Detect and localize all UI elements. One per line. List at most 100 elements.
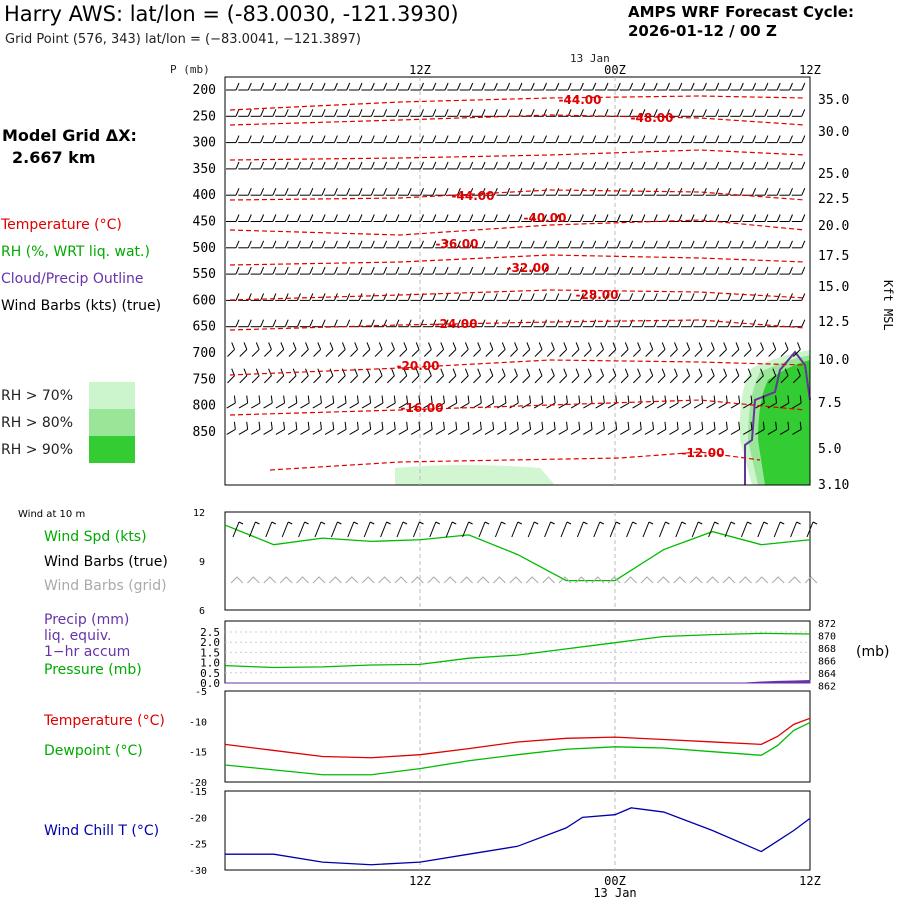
wind-barb bbox=[559, 368, 568, 384]
wind-barb bbox=[521, 135, 535, 144]
wind-barb-flag bbox=[444, 293, 449, 301]
wind-tick-label: 9 bbox=[199, 557, 205, 568]
wind-barb-shaft bbox=[596, 375, 604, 384]
label-wind-speed: Wind Spd (kts) bbox=[44, 529, 147, 545]
wind-barb-flag bbox=[776, 161, 781, 170]
wind-barb-shaft bbox=[473, 375, 481, 384]
wind-barb-grid bbox=[279, 576, 293, 584]
wind-barb bbox=[398, 109, 412, 117]
wind-barb-flag bbox=[420, 82, 424, 91]
wind-barb-flag bbox=[346, 240, 351, 248]
wind-barb-flag bbox=[641, 266, 646, 275]
wind-barb bbox=[324, 240, 338, 249]
label-barbs-true: Wind Barbs (true) bbox=[44, 554, 168, 570]
wind-barb bbox=[644, 161, 658, 170]
wind-barb-shaft bbox=[374, 428, 384, 435]
wind-barb-true-flag bbox=[517, 521, 523, 525]
wind-barb bbox=[779, 214, 793, 222]
wind-barb-flag bbox=[395, 266, 400, 275]
wind-barb bbox=[226, 109, 240, 117]
wind-barb-true bbox=[576, 521, 584, 538]
wind-barb-grid bbox=[640, 576, 654, 584]
wind-barb bbox=[570, 214, 584, 222]
windchill-line bbox=[225, 807, 811, 866]
wind-barb bbox=[718, 395, 728, 409]
wind-barb-true-flag bbox=[763, 521, 769, 525]
wind-barb-flag bbox=[518, 240, 523, 248]
wind-barb bbox=[718, 319, 732, 328]
wind-barb bbox=[756, 342, 764, 357]
wind-barb-true-flag bbox=[320, 521, 326, 525]
wind-barb bbox=[522, 342, 531, 357]
wind-barb-flag bbox=[592, 240, 597, 248]
wind-barb bbox=[546, 395, 556, 409]
wind-barb bbox=[472, 421, 482, 435]
wind-barb bbox=[472, 266, 486, 275]
wind-barb-flag bbox=[321, 293, 326, 301]
wind-barb bbox=[791, 109, 806, 117]
wind-barb bbox=[607, 109, 621, 117]
wind-barb-flag bbox=[801, 214, 806, 222]
wind-barb-flag bbox=[504, 421, 507, 430]
wind-barb bbox=[656, 293, 670, 301]
wind-barb-flag bbox=[629, 214, 634, 222]
wind-barb-flag bbox=[616, 135, 621, 143]
wind-barb-flag bbox=[739, 266, 744, 275]
wind-barb-flag bbox=[637, 368, 641, 376]
temperature-contour-label: -24.00 bbox=[435, 317, 478, 331]
wind-barb bbox=[410, 109, 424, 117]
wind-barb bbox=[693, 421, 704, 435]
wind-barb bbox=[447, 395, 458, 409]
wind-barb bbox=[361, 82, 375, 91]
wind-barb-flag bbox=[235, 188, 240, 196]
wind-barbs-group bbox=[226, 82, 806, 435]
wind-barb-flag bbox=[383, 135, 388, 143]
wind-barb-flag bbox=[801, 109, 806, 117]
wind-barb bbox=[484, 82, 498, 91]
wind-barb-flag bbox=[297, 319, 301, 327]
wind-barb bbox=[545, 188, 560, 196]
wind-barb-flag bbox=[333, 135, 338, 143]
wind-barb bbox=[447, 135, 461, 144]
wind-barb bbox=[287, 109, 301, 117]
wind-barb-shaft bbox=[583, 349, 592, 357]
wind-barb bbox=[718, 82, 732, 91]
wind-barb-flag bbox=[702, 240, 707, 248]
wind-barb-shaft bbox=[251, 349, 260, 357]
wind-barb-flag bbox=[246, 395, 249, 404]
wind-barb bbox=[287, 266, 301, 275]
wind-barb bbox=[336, 82, 351, 91]
wind-barb-flag bbox=[739, 214, 744, 222]
wind-barb-flag bbox=[555, 319, 560, 327]
wind-barb bbox=[410, 266, 424, 275]
wind-barb-flag bbox=[739, 188, 744, 196]
wind-barb bbox=[779, 266, 793, 275]
wind-barb bbox=[264, 368, 272, 384]
wind-barb bbox=[250, 266, 265, 275]
pressure-tick-label: 700 bbox=[193, 346, 216, 361]
wind-barb bbox=[767, 421, 778, 435]
wind-barb bbox=[287, 135, 301, 144]
wind-barb-true bbox=[658, 521, 666, 538]
wind-barb-flag bbox=[690, 109, 695, 117]
wind-barb bbox=[275, 161, 289, 170]
wind-barb bbox=[668, 266, 683, 275]
wind-barb-flag bbox=[381, 395, 384, 404]
wind-barb-true bbox=[412, 521, 420, 538]
temperature-contour bbox=[229, 399, 806, 416]
wind-barb-flag bbox=[538, 342, 543, 350]
wind-barb bbox=[410, 188, 424, 196]
wind-barb bbox=[767, 395, 778, 409]
wind-barb bbox=[668, 319, 683, 328]
wind-barb bbox=[607, 161, 621, 170]
wind-barb bbox=[694, 342, 703, 357]
wind-barb-shaft bbox=[559, 349, 567, 357]
wind-barb-flag bbox=[317, 368, 322, 376]
wind-barb-shaft bbox=[362, 375, 371, 384]
wind-barb-true bbox=[265, 521, 273, 538]
temperature-contour-label: -32.00 bbox=[507, 261, 550, 275]
wind-barb-flag bbox=[518, 109, 523, 117]
wind-barb bbox=[644, 293, 658, 301]
wind-barb bbox=[656, 395, 667, 409]
kft-tick-label: 22.5 bbox=[818, 192, 849, 207]
